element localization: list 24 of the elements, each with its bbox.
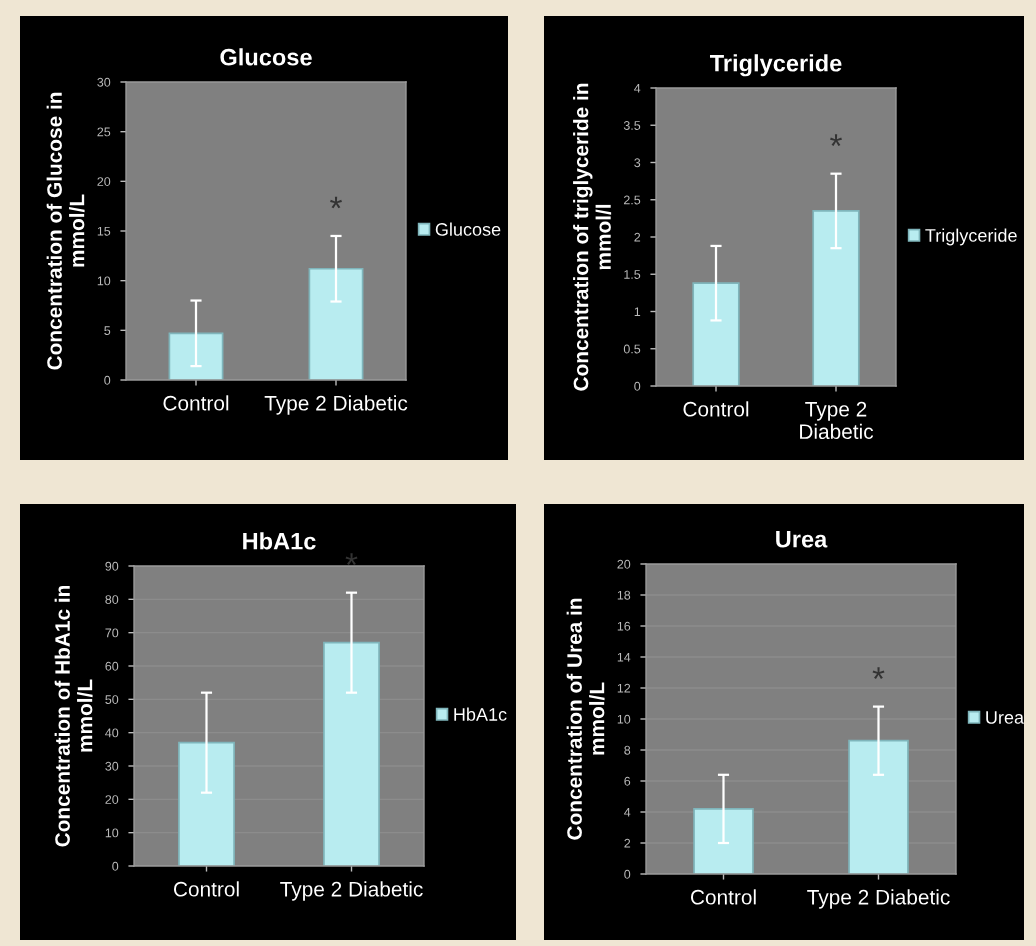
chart-title: Triglyceride bbox=[709, 54, 842, 77]
text: * bbox=[345, 553, 358, 566]
x-tick-label: Control bbox=[173, 881, 239, 897]
x-tick-label: Control bbox=[683, 401, 749, 417]
x-tick-label: Control bbox=[163, 395, 229, 411]
x-tick-label: Type 2 Diabetic bbox=[264, 395, 408, 415]
legend-label: Urea bbox=[986, 711, 1025, 724]
annotation: * bbox=[830, 134, 842, 147]
x-tick-label: Type 2 Diabetic bbox=[807, 889, 950, 909]
annotation: * bbox=[872, 667, 885, 679]
legend-label: HbA1c bbox=[454, 707, 507, 721]
legend-label: Triglyceride bbox=[925, 228, 1017, 246]
x-tick-label: Type 2 Diabetic bbox=[280, 881, 423, 901]
chart-title: Urea bbox=[776, 531, 828, 548]
chart-title: HbA1c bbox=[243, 532, 316, 550]
y-axis-title: Concentration of HbA1c in mmol/L bbox=[54, 585, 93, 847]
x-tick-label: Type 2 Diabetic bbox=[800, 401, 874, 440]
y-axis-title: Concentration of Glucose in mmol/L bbox=[46, 92, 85, 370]
legend-label: Glucose bbox=[435, 222, 501, 236]
x-tick-label: Control bbox=[690, 889, 756, 905]
annotation: * bbox=[330, 196, 342, 209]
y-axis-title: Concentration of triglyceride in mmol/l bbox=[573, 83, 612, 391]
chart-title: Glucose bbox=[220, 48, 312, 66]
y-axis-title: Concentration of Urea in mmol/L bbox=[566, 598, 605, 840]
